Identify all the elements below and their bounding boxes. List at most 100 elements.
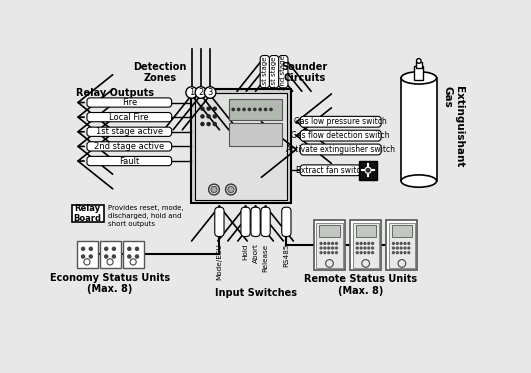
Text: 1st stage: 1st stage	[262, 56, 268, 89]
Circle shape	[332, 247, 333, 249]
FancyBboxPatch shape	[215, 207, 224, 236]
Circle shape	[372, 247, 373, 249]
Circle shape	[211, 186, 217, 192]
FancyBboxPatch shape	[300, 130, 381, 141]
Text: Economy Status Units
(Max. 8): Economy Status Units (Max. 8)	[50, 273, 170, 294]
Circle shape	[207, 122, 210, 126]
Circle shape	[392, 247, 395, 249]
Bar	[356, 225, 376, 237]
Text: Provides reset, mode,
discharged, hold and
short outputs: Provides reset, mode, discharged, hold a…	[108, 205, 183, 227]
Circle shape	[360, 252, 362, 254]
FancyBboxPatch shape	[282, 207, 291, 236]
Circle shape	[89, 255, 92, 258]
Circle shape	[336, 247, 337, 249]
Text: Mode/ESU: Mode/ESU	[217, 244, 222, 280]
Circle shape	[396, 247, 398, 249]
Circle shape	[356, 242, 358, 244]
Circle shape	[408, 242, 410, 244]
Text: 1st stage active: 1st stage active	[96, 127, 163, 136]
Circle shape	[320, 252, 322, 254]
Circle shape	[404, 242, 406, 244]
Bar	[350, 220, 381, 270]
Ellipse shape	[401, 175, 436, 187]
Bar	[401, 78, 436, 181]
Bar	[72, 205, 104, 222]
Circle shape	[270, 108, 272, 111]
Circle shape	[360, 242, 362, 244]
Text: 2: 2	[198, 88, 203, 97]
Text: 1st stage: 1st stage	[271, 56, 277, 89]
Circle shape	[213, 115, 216, 118]
Circle shape	[195, 87, 207, 98]
Ellipse shape	[401, 72, 436, 84]
Bar	[314, 220, 345, 270]
Text: Release: Release	[263, 244, 269, 272]
Circle shape	[408, 252, 410, 254]
FancyBboxPatch shape	[87, 113, 172, 122]
Circle shape	[365, 167, 371, 173]
FancyBboxPatch shape	[261, 207, 270, 236]
Circle shape	[201, 122, 204, 126]
Text: Sounder
Circuits: Sounder Circuits	[282, 62, 328, 83]
Bar	[191, 90, 291, 203]
Circle shape	[396, 252, 398, 254]
Text: 2nd stage: 2nd stage	[280, 55, 286, 90]
Bar	[100, 241, 121, 268]
Circle shape	[396, 242, 398, 244]
Circle shape	[249, 108, 251, 111]
Text: RS485: RS485	[284, 244, 289, 267]
Circle shape	[368, 242, 370, 244]
Bar	[123, 241, 144, 268]
Bar	[392, 225, 412, 237]
Bar	[387, 220, 417, 270]
Circle shape	[328, 252, 330, 254]
Text: Input Switches: Input Switches	[215, 288, 297, 298]
Bar	[414, 66, 423, 80]
Circle shape	[135, 247, 139, 250]
Circle shape	[356, 252, 358, 254]
Circle shape	[360, 247, 362, 249]
Text: 2nd stage active: 2nd stage active	[94, 142, 165, 151]
FancyBboxPatch shape	[251, 207, 260, 236]
Circle shape	[89, 247, 92, 250]
FancyBboxPatch shape	[87, 156, 172, 166]
FancyBboxPatch shape	[87, 127, 172, 137]
Circle shape	[207, 115, 210, 118]
Bar	[389, 223, 415, 268]
Circle shape	[213, 107, 216, 110]
Bar	[359, 161, 377, 179]
Bar	[353, 223, 379, 268]
Text: Extinguishant
Gas: Extinguishant Gas	[443, 86, 464, 167]
Bar	[229, 99, 282, 120]
Circle shape	[320, 242, 322, 244]
Bar	[320, 225, 339, 237]
Text: Relay Outputs: Relay Outputs	[76, 88, 155, 97]
Circle shape	[105, 255, 108, 258]
Circle shape	[328, 242, 330, 244]
Circle shape	[128, 255, 131, 258]
Circle shape	[368, 247, 370, 249]
Circle shape	[82, 255, 84, 258]
FancyBboxPatch shape	[279, 56, 288, 88]
Text: Fault: Fault	[119, 157, 140, 166]
Circle shape	[328, 247, 330, 249]
FancyBboxPatch shape	[260, 56, 269, 88]
Circle shape	[368, 252, 370, 254]
Circle shape	[228, 186, 234, 192]
Circle shape	[400, 247, 402, 249]
Circle shape	[372, 242, 373, 244]
Circle shape	[364, 242, 366, 244]
Bar	[195, 93, 287, 200]
Circle shape	[336, 242, 337, 244]
Circle shape	[186, 87, 198, 98]
Circle shape	[324, 242, 326, 244]
Circle shape	[364, 252, 366, 254]
Circle shape	[408, 247, 410, 249]
Circle shape	[264, 108, 267, 111]
Text: 1: 1	[189, 88, 194, 97]
Circle shape	[392, 252, 395, 254]
Text: Remote Status Units
(Max. 8): Remote Status Units (Max. 8)	[304, 274, 417, 296]
Circle shape	[201, 107, 204, 110]
Bar	[77, 241, 98, 268]
Circle shape	[324, 247, 326, 249]
